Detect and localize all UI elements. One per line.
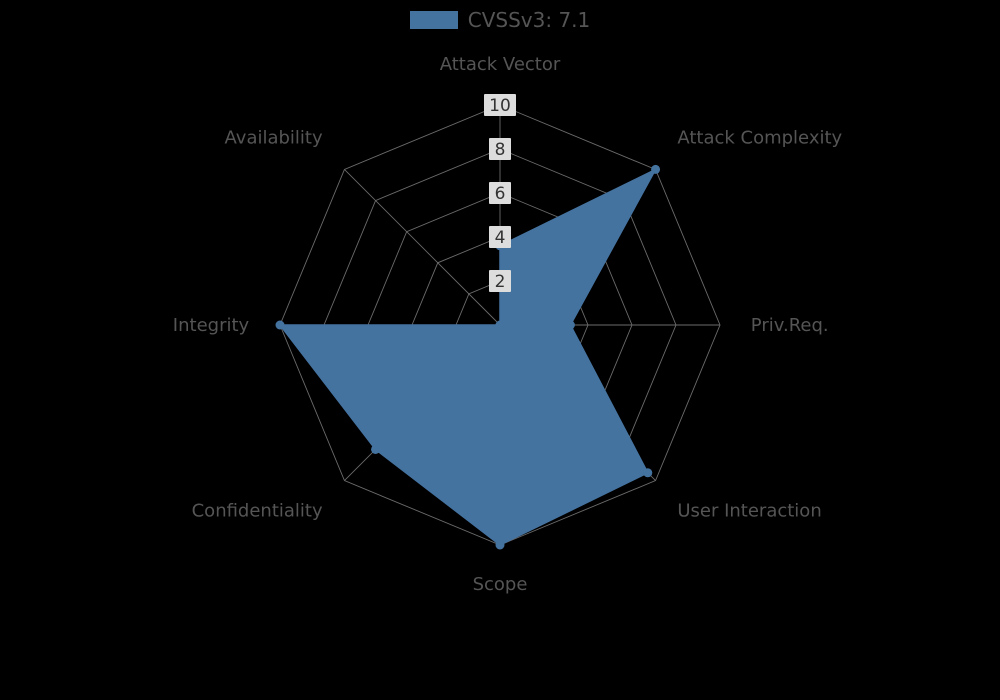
radial-tick-label: 2 [495,272,506,292]
legend: CVSSv3: 7.1 [0,8,1000,32]
axis-label: Priv.Req. [751,315,829,336]
radial-tick-label: 8 [495,140,506,160]
axis-label: User Interaction [677,500,821,521]
legend-swatch [410,11,458,29]
axis-label: Attack Complexity [677,128,842,149]
axis-label: Integrity [173,315,250,336]
axis-label: Attack Vector [440,54,561,75]
radial-tick-label: 4 [495,228,506,248]
radar-chart: 2 4 6 8 10 Attack Vector Attack Complexity Priv… [0,0,1000,700]
radial-tick-label: 6 [495,184,506,204]
legend-label: CVSSv3: 7.1 [468,8,591,32]
axis-label: Scope [473,574,528,595]
radar-chart-container: CVSSv3: 7.1 2 4 6 8 10 Attack Vector Attack Co… [0,0,1000,700]
axis-label: Confidentiality [192,500,323,521]
radial-tick-label: 10 [489,96,511,116]
axis-label: Availability [225,128,323,149]
